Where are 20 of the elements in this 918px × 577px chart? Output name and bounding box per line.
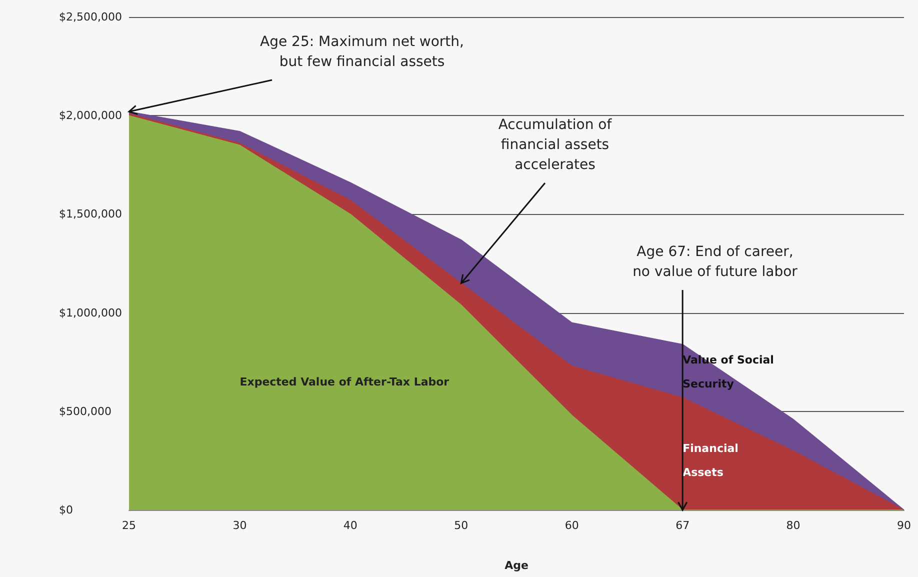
annotation: Accumulation of financial assets accelerates (498, 117, 613, 173)
x-axis-title: Age (504, 559, 528, 572)
x-tick-label: 50 (454, 519, 468, 532)
annotation: Age 25: Maximum net worth, but few financial assets (260, 34, 464, 70)
y-tick-label: $1,500,000 (59, 208, 122, 221)
x-tick-label: 80 (786, 519, 800, 532)
annotation: Age 67: End of career, no value of future labor (632, 244, 798, 280)
x-tick-label: 67 (676, 519, 690, 532)
y-tick-label: $2,000,000 (59, 109, 122, 122)
y-tick-label: $1,000,000 (59, 306, 122, 320)
x-tick-label: 60 (564, 519, 579, 532)
x-tick-label: 40 (343, 519, 358, 532)
x-tick-label: 90 (897, 519, 911, 532)
x-tick-label: 25 (122, 519, 136, 532)
series-label: Financial Assets (682, 442, 738, 480)
y-tick-label: $500,000 (59, 404, 112, 418)
series-label: Expected Value of After-Tax Labor (240, 375, 450, 388)
x-tick-label: 30 (232, 519, 247, 532)
y-tick-label: $2,500,000 (59, 10, 122, 24)
y-tick-label: $0 (59, 504, 73, 516)
